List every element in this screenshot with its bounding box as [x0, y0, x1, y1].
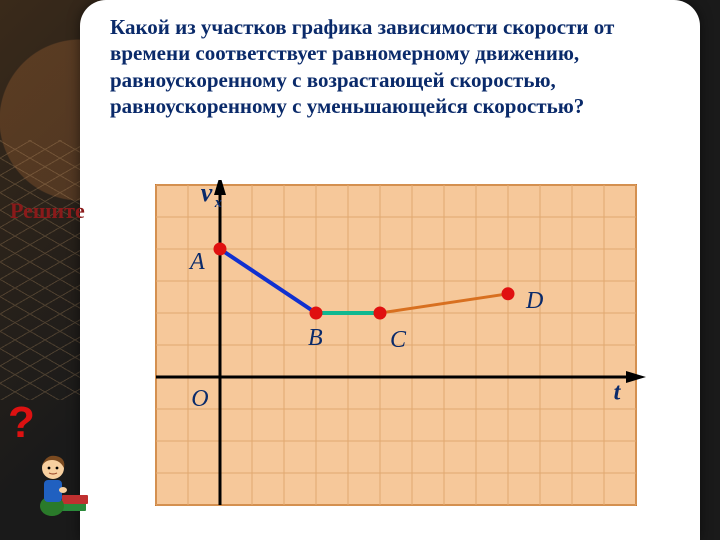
solve-label: Решите	[10, 198, 85, 224]
point-label-A: A	[188, 249, 205, 275]
point-label-D: D	[525, 288, 543, 314]
velocity-time-graph: ABCDvxtO	[146, 180, 656, 515]
y-axis-label-sub: x	[214, 195, 222, 211]
point-D	[502, 288, 514, 300]
point-label-B: B	[308, 325, 323, 351]
point-label-C: C	[390, 327, 407, 353]
stage: Какой из участков графика зависимости ск…	[0, 0, 720, 540]
point-C	[374, 307, 386, 319]
y-axis-label: v	[201, 180, 213, 207]
graph-svg: ABCDvxtO	[146, 180, 656, 510]
thinking-boy-icon	[30, 440, 90, 520]
question-text: Какой из участков графика зависимости ск…	[110, 14, 670, 119]
book-icon	[62, 495, 88, 504]
origin-label: O	[191, 386, 208, 412]
point-B	[310, 307, 322, 319]
point-A	[214, 243, 226, 255]
